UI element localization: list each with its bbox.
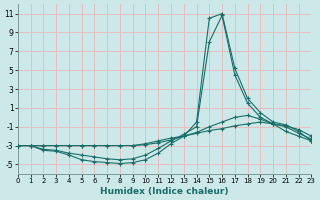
X-axis label: Humidex (Indice chaleur): Humidex (Indice chaleur): [100, 187, 229, 196]
